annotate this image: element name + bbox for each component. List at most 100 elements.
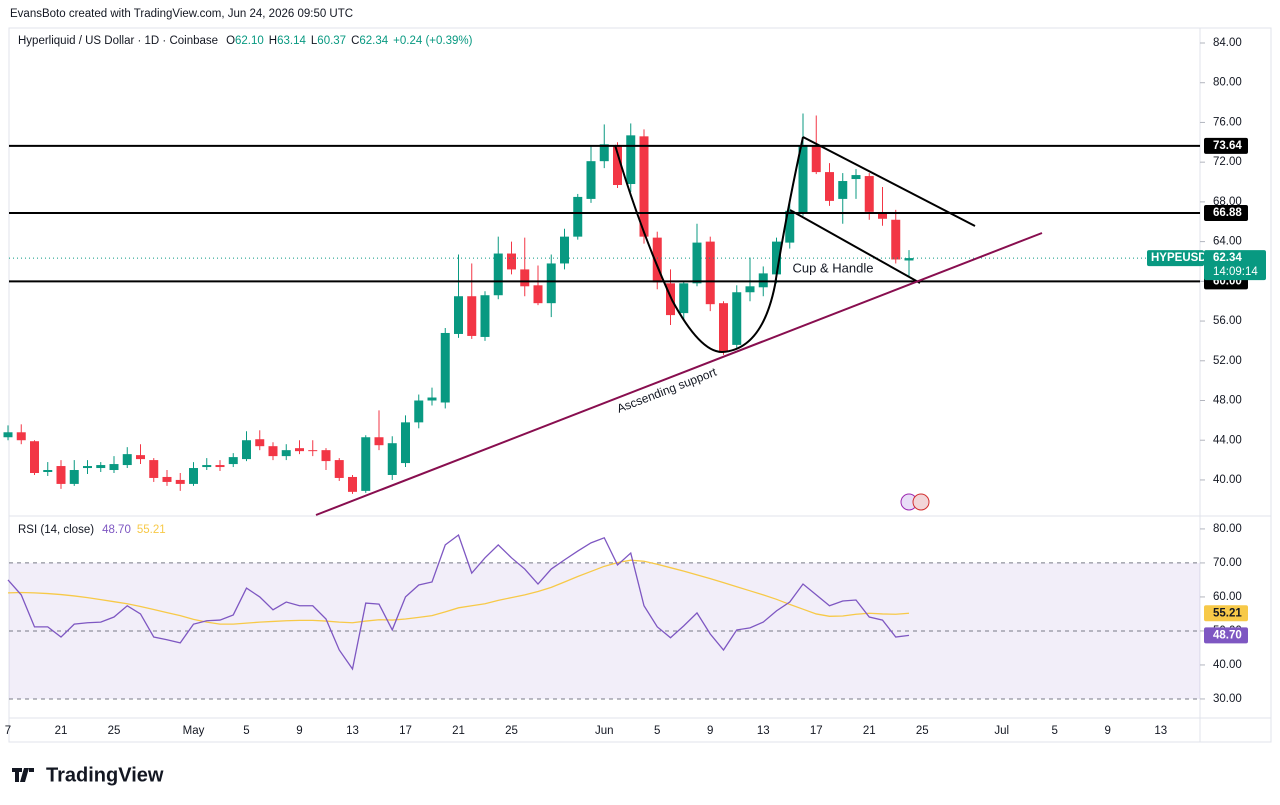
drawings: [315, 136, 1043, 516]
candle-body: [109, 464, 119, 471]
candle-body: [785, 210, 795, 243]
rsi-value-box: [1204, 605, 1248, 622]
candle-body: [43, 470, 53, 473]
y-tick-label: 64.00: [1213, 236, 1242, 248]
frame: [8, 27, 1272, 743]
rsi-value-label: 48.70: [1213, 629, 1242, 641]
countdown-label: 14:09:14: [1213, 266, 1258, 278]
candle-body: [321, 450, 331, 462]
credit: EvansBoto created with TradingView.com, …: [10, 8, 353, 20]
y-tick-label: 40.00: [1213, 659, 1242, 671]
candle-body: [878, 212, 887, 219]
level-label-box: [1204, 205, 1248, 222]
candle-body: [825, 172, 834, 201]
axes: 40.00 44.00 48.00 52.00 56.00 60.00 64.00 68.00…: [5, 37, 1266, 737]
candle-body: [122, 454, 132, 466]
candle-body: [268, 446, 278, 457]
candle-body: [626, 135, 636, 185]
x-tick-label: 25: [505, 725, 518, 737]
candle-body: [454, 296, 463, 334]
y-tick-label: 80.00: [1213, 77, 1242, 89]
logo-text: TradingView: [46, 764, 164, 786]
x-tick-label: 9: [296, 725, 302, 737]
legend-text: O: [226, 35, 235, 47]
rsi-value-label: 55.21: [1213, 607, 1242, 619]
x-tick-label: 21: [55, 725, 68, 737]
x-tick-label: 21: [452, 725, 465, 737]
y-tick-label: 44.00: [1213, 434, 1242, 446]
y-tick-label: 56.00: [1213, 315, 1242, 327]
candle-body: [798, 146, 808, 213]
candle-body: [30, 441, 39, 473]
price-box: [1204, 250, 1266, 281]
price-label: 62.34: [1213, 252, 1242, 264]
ohlc-legend: Hyperliquid / US Dollar · 1D · Coinbase O…: [18, 35, 473, 47]
candle-body: [467, 296, 477, 336]
legend-text: 55.21: [137, 524, 166, 536]
legend-text: 62.10: [235, 35, 264, 47]
candle-body: [705, 241, 715, 305]
candle-body: [851, 175, 861, 180]
candle-body: [560, 236, 569, 264]
candle-body: [255, 439, 265, 447]
level-label: 66.88: [1213, 207, 1242, 219]
candle-body: [613, 145, 622, 186]
candle-body: [493, 253, 503, 296]
symbol-label: HYPEUSD: [1151, 252, 1207, 264]
candle-body: [189, 468, 198, 484]
legend-text: RSI (14, close): [18, 524, 94, 536]
candle-body: [692, 242, 702, 284]
legend-text: C: [351, 35, 359, 47]
rsi-pane: [7, 533, 1200, 700]
handle-lower: [789, 209, 921, 284]
candle-body: [666, 283, 675, 316]
y-tick-label: 80.00: [1213, 523, 1242, 535]
x-tick-label: 25: [108, 725, 121, 737]
candle-body: [520, 269, 530, 287]
candle-body: [811, 146, 821, 173]
x-tick-label: 9: [707, 725, 713, 737]
candle-body: [228, 457, 238, 465]
x-tick-label: 5: [654, 725, 660, 737]
x-tick-label: 9: [1105, 725, 1111, 737]
candle-body: [175, 479, 185, 484]
candle-body: [361, 437, 371, 491]
candle-body: [281, 450, 291, 457]
legend-text: 62.34: [359, 35, 388, 47]
y-tick-label: 76.00: [1213, 116, 1242, 128]
logo-mark: [12, 768, 34, 782]
candle-body: [215, 465, 225, 468]
legend-text: L: [311, 35, 318, 47]
level-label-box: [1204, 137, 1248, 154]
candle-body: [599, 144, 609, 162]
candle-body: [3, 432, 13, 438]
cup-curve: [614, 136, 804, 354]
candle-body: [838, 181, 848, 199]
candle-body: [69, 470, 79, 484]
legend-text: H: [269, 35, 277, 47]
annotation: Cup & Handle: [793, 260, 874, 275]
x-tick-label: Jul: [994, 725, 1009, 737]
legend-text: 60.37: [317, 35, 346, 47]
candle-body: [348, 476, 357, 492]
rsi-value-box: [1204, 627, 1248, 644]
y-tick-label: 68.00: [1213, 196, 1242, 208]
candle-body: [586, 161, 596, 199]
x-tick-label: Jun: [595, 725, 614, 737]
candle-body: [387, 443, 397, 475]
x-tick-label: 5: [1052, 725, 1058, 737]
logo: TradingView: [12, 764, 164, 786]
legend-text: 63.14: [277, 35, 306, 47]
rsi-line: [7, 559, 910, 625]
candle-body: [374, 437, 384, 446]
candle-body: [136, 455, 145, 460]
rsi-line: [7, 533, 910, 671]
y-tick-label: 52.00: [1213, 355, 1242, 367]
handle-upper: [802, 136, 976, 227]
candle-body: [242, 440, 251, 460]
candle-body: [546, 263, 556, 304]
x-tick-label: May: [183, 725, 205, 737]
candle-body: [891, 219, 901, 260]
